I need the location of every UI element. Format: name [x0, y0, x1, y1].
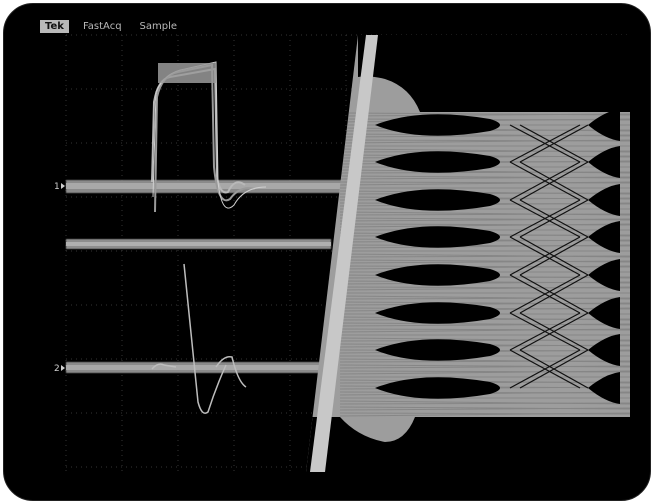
menu-sampling-mode[interactable]: Sample: [139, 20, 178, 32]
crossing-line: [519, 312, 589, 351]
eye-diagram-panel: [306, 35, 630, 472]
noise-stroke: [339, 339, 630, 342]
noise-stroke: [339, 218, 630, 222]
noise-stroke: [339, 265, 630, 270]
crossing-line: [519, 274, 589, 314]
eye-opening: [375, 339, 500, 361]
crossing-line: [509, 312, 581, 351]
eye-opening: [375, 189, 500, 211]
eye-opening: [375, 151, 500, 173]
noise-stroke: [339, 365, 630, 369]
noise-stroke: [339, 244, 630, 249]
ch2-crosstalk: [151, 263, 247, 414]
eye-opening: [588, 259, 620, 291]
scope-menubar: Tek FastAcq Sample: [40, 17, 340, 35]
noise-stroke: [339, 328, 630, 333]
noise-stroke: [339, 134, 630, 138]
noise-stroke: [339, 407, 630, 411]
noise-stroke: [339, 281, 630, 285]
brand-badge: Tek: [40, 19, 69, 33]
eye-opening: [588, 372, 620, 404]
eye-opening: [588, 221, 620, 253]
noise-stroke: [339, 255, 630, 258]
crossing-line: [519, 349, 589, 389]
noise-stroke: [339, 171, 630, 174]
crossing-line: [519, 124, 589, 163]
crossing-line: [509, 274, 581, 314]
panel-divider: [310, 35, 378, 472]
ch1-marker: 1: [54, 182, 60, 192]
eye-opening: [588, 184, 620, 216]
eye-opening: [375, 264, 500, 286]
noise-stroke: [339, 150, 630, 153]
crossing-line: [509, 199, 581, 238]
eye-opening: [588, 146, 620, 178]
noise-stroke: [339, 176, 630, 180]
noise-stroke: [339, 370, 630, 375]
eye-opening: [375, 377, 500, 399]
eye-opening: [588, 334, 620, 366]
noise-stroke: [339, 139, 630, 144]
noise-stroke: [339, 181, 630, 186]
noise-stroke: [339, 286, 630, 291]
noise-stroke: [339, 302, 630, 306]
eye-opening: [588, 297, 620, 329]
eye-opening: [375, 302, 500, 324]
scope-display: 1 2: [54, 34, 630, 472]
noise-stroke: [339, 402, 630, 405]
noise-stroke: [339, 297, 630, 300]
menu-acquisition-mode[interactable]: FastAcq: [82, 20, 122, 32]
noise-stroke: [339, 412, 630, 417]
ch2-marker: 2: [54, 364, 60, 374]
noise-stroke: [339, 213, 630, 216]
eye-opening: [588, 109, 620, 141]
crossing-line: [509, 236, 581, 276]
crossing-line: [509, 161, 581, 201]
crossing-line: [509, 349, 581, 389]
eye-opening: [375, 114, 500, 136]
crossing-line: [519, 236, 589, 276]
channel-markers: 1 2: [54, 182, 65, 374]
noise-stroke: [339, 223, 630, 228]
waveform-panel-left: 1 2: [54, 61, 356, 414]
crossing-line: [519, 199, 589, 238]
noise-stroke: [339, 113, 630, 117]
eye-opening: [375, 226, 500, 248]
crossing-line: [519, 161, 589, 201]
noise-stroke: [339, 360, 630, 363]
eye-envelope-top: [358, 35, 630, 112]
crossing-line: [509, 124, 581, 163]
noise-stroke: [339, 323, 630, 327]
noise-stroke: [339, 260, 630, 264]
